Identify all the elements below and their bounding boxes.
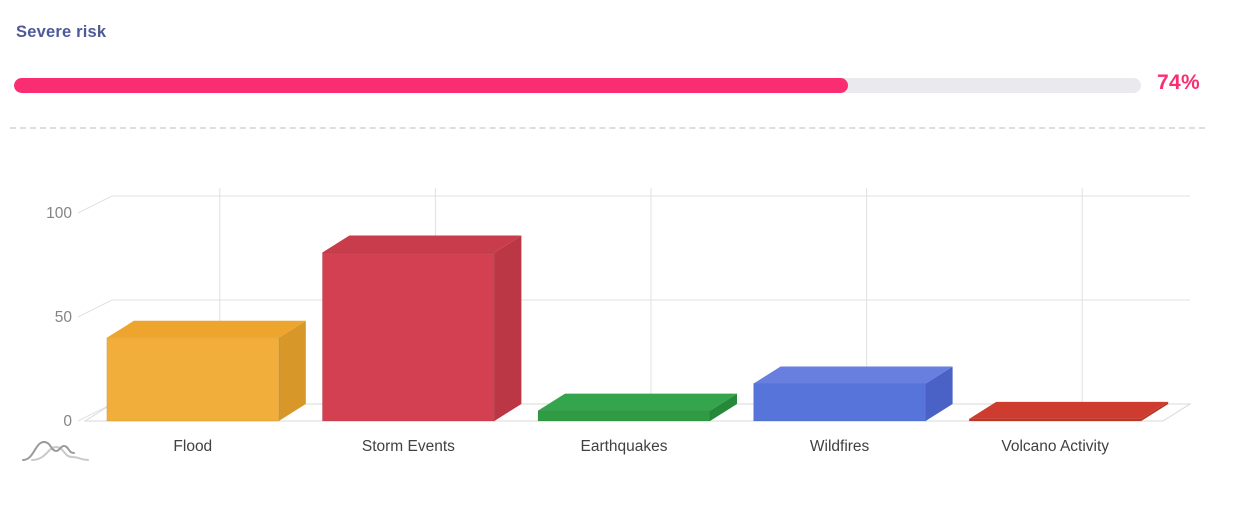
bar-volcano-activity[interactable] — [968, 401, 1169, 422]
tick-slant-line — [77, 299, 113, 318]
bar-side-face — [494, 235, 522, 421]
x-axis-label: Wildfires — [810, 438, 870, 455]
bar-top-face — [106, 320, 306, 338]
bar-front-face — [753, 383, 927, 422]
tick-slant-line — [77, 195, 113, 214]
tick-slant-line — [77, 403, 113, 422]
bar-earthquakes[interactable] — [537, 393, 737, 422]
progress-fill — [14, 78, 848, 93]
dashed-divider — [10, 127, 1205, 129]
wave-curves-icon — [22, 440, 89, 461]
x-axis-label: Flood — [173, 438, 212, 455]
bar-wildfires[interactable] — [753, 366, 953, 422]
y-axis-tick-label: 0 — [63, 413, 72, 430]
y-axis-tick-label: 50 — [55, 309, 73, 326]
page-title: Severe risk — [16, 23, 107, 41]
bar-side-face — [925, 366, 953, 421]
bar-top-face — [969, 401, 1169, 419]
bar-top-face — [322, 235, 522, 253]
progress-track — [14, 78, 1141, 93]
bar-side-face — [278, 320, 306, 421]
bar-storm-events[interactable] — [321, 235, 522, 422]
bar-side-face — [710, 393, 737, 421]
bar-front-face — [537, 410, 711, 422]
progress-value: 74% — [1157, 71, 1200, 94]
y-axis-tick-label: 100 — [46, 205, 72, 222]
bar-front-face — [321, 252, 495, 422]
bar-front-face — [968, 418, 1142, 422]
bar-top-face — [538, 393, 737, 411]
bar-top-face — [753, 366, 953, 384]
chart-area: 0 50 100 Flood Storm Events Earthquakes Wildfi… — [0, 185, 1233, 475]
chart-logo-icon[interactable] — [20, 436, 94, 466]
x-axis-label: Earthquakes — [580, 438, 667, 455]
bar-side-face — [1141, 401, 1169, 421]
x-axis-label: Storm Events — [362, 438, 455, 455]
bar-chart-3d[interactable]: 0 50 100 Flood Storm Events Earthquakes Wildfi… — [0, 185, 1233, 475]
x-axis-label: Volcano Activity — [1001, 438, 1109, 455]
bar-front-face — [106, 337, 280, 422]
bar-flood[interactable] — [106, 320, 306, 422]
